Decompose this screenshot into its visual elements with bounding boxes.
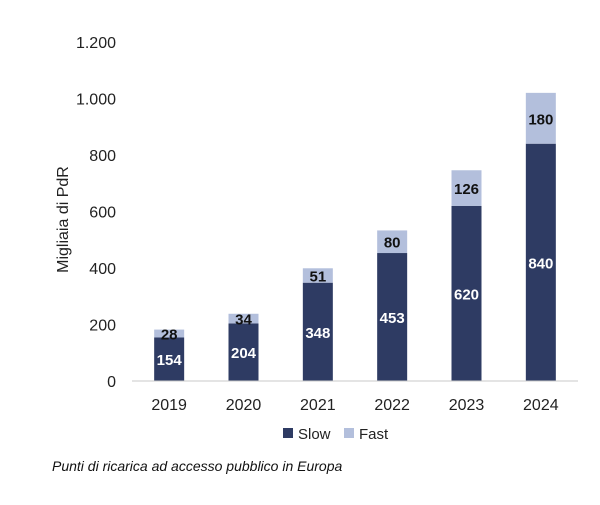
y-tick-label: 1.200 [76,35,116,52]
bar-slow-2023 [451,205,482,381]
y-axis-label: Migliaia di PdR [55,166,72,273]
bar-slow-2024 [525,143,556,381]
data-label-slow-2020: 204 [231,345,257,362]
y-tick-label: 200 [89,318,116,335]
data-label-slow-2022: 453 [380,310,405,327]
data-label-fast-2021: 51 [309,268,326,285]
bar-fast-2020 [228,313,259,324]
bar-slow-2019 [154,337,185,381]
chart-caption: Punti di ricarica ad accesso pubblico in… [52,458,343,474]
y-tick-label: 1.000 [76,92,116,109]
x-tick-label: 2024 [523,397,559,414]
bar-slow-2020 [228,323,259,381]
x-tick-label: 2022 [374,397,410,414]
y-tick-label: 400 [89,261,116,278]
chart-container: 0 200 400 600 800 1.000 1.200 Migliaia di PdR 15… [55,35,578,443]
legend-label-fast: Fast [359,426,389,443]
x-tick-label: 2023 [449,397,485,414]
data-label-fast-2024: 180 [528,111,553,128]
x-tick-label: 2019 [151,397,187,414]
bar-fast-2019 [154,329,185,338]
data-label-slow-2023: 620 [454,286,479,303]
legend-label-slow: Slow [298,426,331,443]
data-label-fast-2019: 28 [161,327,178,344]
bar-fast-2021 [302,268,333,283]
stacked-bar-chart: 0 200 400 600 800 1.000 1.200 Migliaia di PdR 15… [55,35,578,443]
bar-fast-2024 [525,92,556,144]
legend-swatch-slow [283,428,293,438]
bar-slow-2021 [302,282,333,381]
y-tick-label: 800 [89,148,116,165]
data-label-fast-2020: 34 [235,312,252,329]
x-tick-label: 2021 [300,397,336,414]
bar-slow-2022 [377,253,408,381]
bar-fast-2022 [377,230,408,254]
data-label-slow-2024: 840 [528,255,553,272]
x-tick-label: 2020 [226,397,262,414]
data-label-slow-2021: 348 [305,325,330,342]
y-tick-label: 600 [89,205,116,222]
data-label-slow-2019: 154 [157,352,183,369]
data-label-fast-2022: 80 [384,235,401,252]
bar-fast-2023 [451,170,482,206]
data-label-fast-2023: 126 [454,181,479,198]
legend-swatch-fast [344,428,354,438]
y-tick-label: 0 [107,374,116,391]
